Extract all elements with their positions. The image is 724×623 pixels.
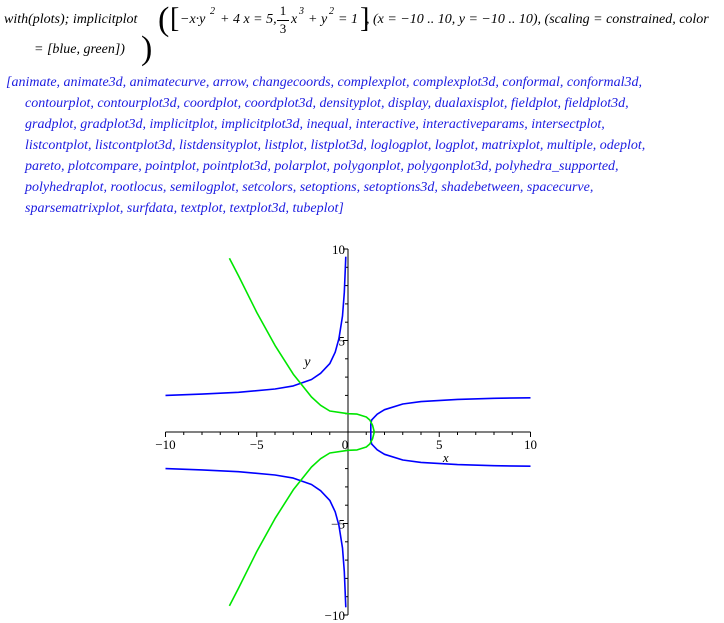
- output-line: pareto, plotcompare, pointplot, pointplo…: [25, 159, 619, 174]
- bracket-open: [: [170, 3, 180, 34]
- curve-series-2-branch-2: [228, 431, 376, 607]
- command-prefix: with(plots); implicitplot: [4, 12, 138, 27]
- x-tick-label: 0: [342, 437, 349, 452]
- equation-2-mid: + y: [308, 12, 328, 27]
- curve-series-1-branch-3: [370, 397, 531, 432]
- paren-open: (: [158, 1, 170, 38]
- y-axis-label: y: [302, 355, 311, 370]
- x-tick-label: −5: [250, 437, 264, 452]
- x-axis-label: x: [442, 450, 449, 465]
- output-line: [animate, animate3d, animatecurve, arrow…: [6, 75, 642, 90]
- paren-close: ): [141, 30, 153, 67]
- equation-2-exponent-2: 2: [329, 6, 334, 17]
- command-line-2: = [blue, green]): [34, 42, 125, 57]
- fraction-denominator: 3: [279, 21, 287, 36]
- output-line: polyhedraplot, rootlocus, semilogplot, s…: [25, 180, 594, 195]
- curve-series-1-branch-1: [165, 256, 347, 397]
- x-tick-label: 10: [524, 437, 537, 452]
- equation-2-var: x: [291, 12, 298, 27]
- output-line: listcontplot, listcontplot3d, listdensit…: [25, 138, 646, 153]
- output-line: sparsematrixplot, surfdata, textplot, te…: [25, 201, 344, 216]
- curve-series-1-branch-2: [165, 467, 347, 608]
- fraction-numerator: 1: [279, 3, 287, 18]
- x-tick-label: 5: [436, 437, 443, 452]
- bracket-close: ]: [360, 3, 370, 34]
- equation-2-exponent: 3: [299, 6, 304, 17]
- y-tick-label: 10: [332, 242, 345, 257]
- command-input[interactable]: with(plots); implicitplot ( [ −x·y 2 + 4…: [4, 1, 720, 67]
- x-tick-label: −10: [155, 437, 175, 452]
- output-list: [animate, animate3d, animatecurve, arrow…: [6, 72, 718, 219]
- curve-series-2-branch-1: [228, 257, 376, 433]
- y-tick-label: 5: [339, 334, 346, 349]
- equation-1: −x·y: [180, 12, 206, 27]
- fraction-bar: [277, 20, 289, 21]
- command-ranges: , (x = −10 .. 10, y = −10 .. 10), (scali…: [366, 12, 709, 27]
- equation-1-exponent: 2: [210, 6, 215, 17]
- output-line: gradplot, gradplot3d, implicitplot, impl…: [25, 117, 605, 132]
- equation-1-rest: + 4 x = 5,: [220, 12, 277, 27]
- y-tick-label: −10: [325, 608, 345, 621]
- output-line: contourplot, contourplot3d, coordplot, c…: [25, 96, 629, 111]
- curve-series-1-branch-4: [370, 432, 531, 467]
- equation-2-rest: = 1: [338, 12, 358, 27]
